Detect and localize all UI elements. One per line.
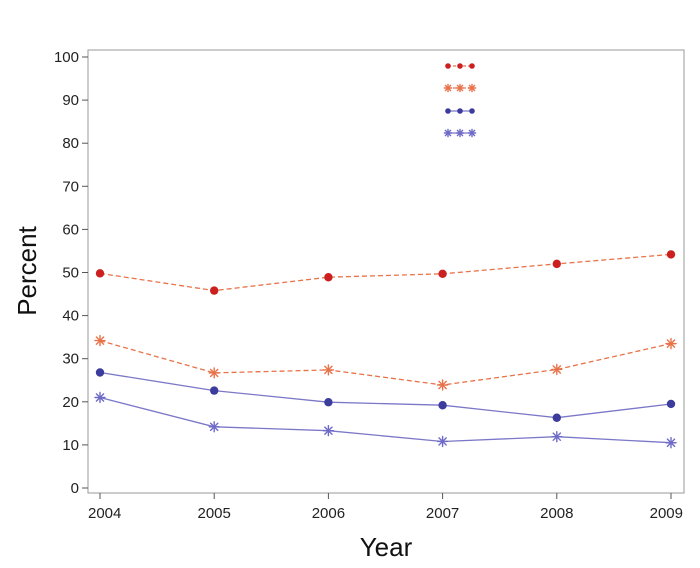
- series-layer: [94, 250, 677, 449]
- x-tick-label: 2007: [426, 505, 459, 522]
- y-axis: 0 10 20 30 40 50 60 70 80 90 100: [54, 49, 88, 497]
- series-3: [95, 368, 676, 422]
- y-tick-label: 20: [62, 394, 79, 411]
- y-tick-label: 40: [62, 308, 79, 325]
- x-axis: 2004 2005 2006 2007 2008 2009: [88, 493, 683, 522]
- y-axis-title: Percent: [12, 225, 42, 315]
- legend-marker: [467, 128, 477, 138]
- series-4-point: [322, 424, 335, 437]
- legend-entry-1: [445, 63, 475, 69]
- legend: [443, 63, 477, 138]
- series-4-point: [94, 391, 106, 404]
- y-tick-label: 90: [62, 92, 79, 109]
- legend-marker: [443, 83, 453, 93]
- series-2-point: [208, 367, 220, 379]
- series-3-point: [438, 401, 447, 410]
- series-1-point: [210, 286, 219, 295]
- y-tick-label: 60: [62, 221, 79, 238]
- series-4-point: [665, 437, 677, 449]
- series-4-line: [99, 396, 672, 444]
- y-tick-label: 10: [62, 437, 79, 454]
- legend-entry-3: [445, 108, 475, 114]
- x-tick-label: 2005: [198, 505, 231, 522]
- legend-marker: [457, 63, 463, 69]
- legend-marker: [445, 108, 451, 114]
- plot-frame: [87, 49, 685, 494]
- series-1: [95, 250, 676, 295]
- y-tick-label: 0: [71, 480, 79, 497]
- series-4-point: [436, 435, 449, 448]
- series-2-point: [665, 337, 677, 350]
- x-tick-label: 2009: [650, 505, 683, 522]
- series-4-point: [208, 421, 220, 433]
- series-2-point: [322, 364, 335, 376]
- series-1-point: [438, 269, 447, 278]
- y-tick-label: 30: [62, 351, 79, 368]
- series-1-line: [99, 253, 672, 292]
- series-4: [94, 391, 677, 449]
- series-4-point: [551, 431, 563, 443]
- legend-marker: [469, 63, 475, 69]
- series-2-point: [436, 379, 449, 391]
- legend-marker: [467, 83, 477, 93]
- series-3-point: [210, 386, 219, 395]
- series-2-line: [99, 339, 672, 386]
- series-3-point: [666, 399, 676, 409]
- series-2-point: [551, 363, 563, 376]
- legend-marker: [445, 63, 451, 69]
- series-1-point: [95, 269, 105, 278]
- legend-marker: [455, 83, 465, 93]
- series-1-point: [666, 250, 676, 259]
- legend-marker: [443, 128, 453, 138]
- y-tick-label: 80: [62, 135, 79, 152]
- x-tick-label: 2006: [312, 505, 345, 522]
- series-3-point: [324, 398, 333, 407]
- series-1-point: [552, 259, 561, 269]
- series-3-point: [95, 368, 105, 377]
- legend-marker: [457, 108, 463, 114]
- series-1-point: [324, 273, 333, 282]
- y-tick-label: 70: [62, 178, 79, 195]
- legend-entry-2: [443, 83, 477, 93]
- y-tick-label: 50: [62, 265, 79, 282]
- series-3-point: [552, 413, 561, 422]
- series-2-point: [94, 334, 106, 347]
- x-tick-label: 2004: [88, 505, 121, 522]
- series-3-line: [99, 371, 672, 419]
- x-tick-label: 2008: [540, 505, 573, 522]
- x-axis-title: Year: [360, 532, 413, 562]
- series-2: [94, 334, 677, 391]
- legend-marker: [469, 108, 475, 114]
- y-tick-label: 100: [54, 49, 79, 66]
- legend-entry-4: [443, 128, 477, 138]
- legend-marker: [455, 128, 465, 138]
